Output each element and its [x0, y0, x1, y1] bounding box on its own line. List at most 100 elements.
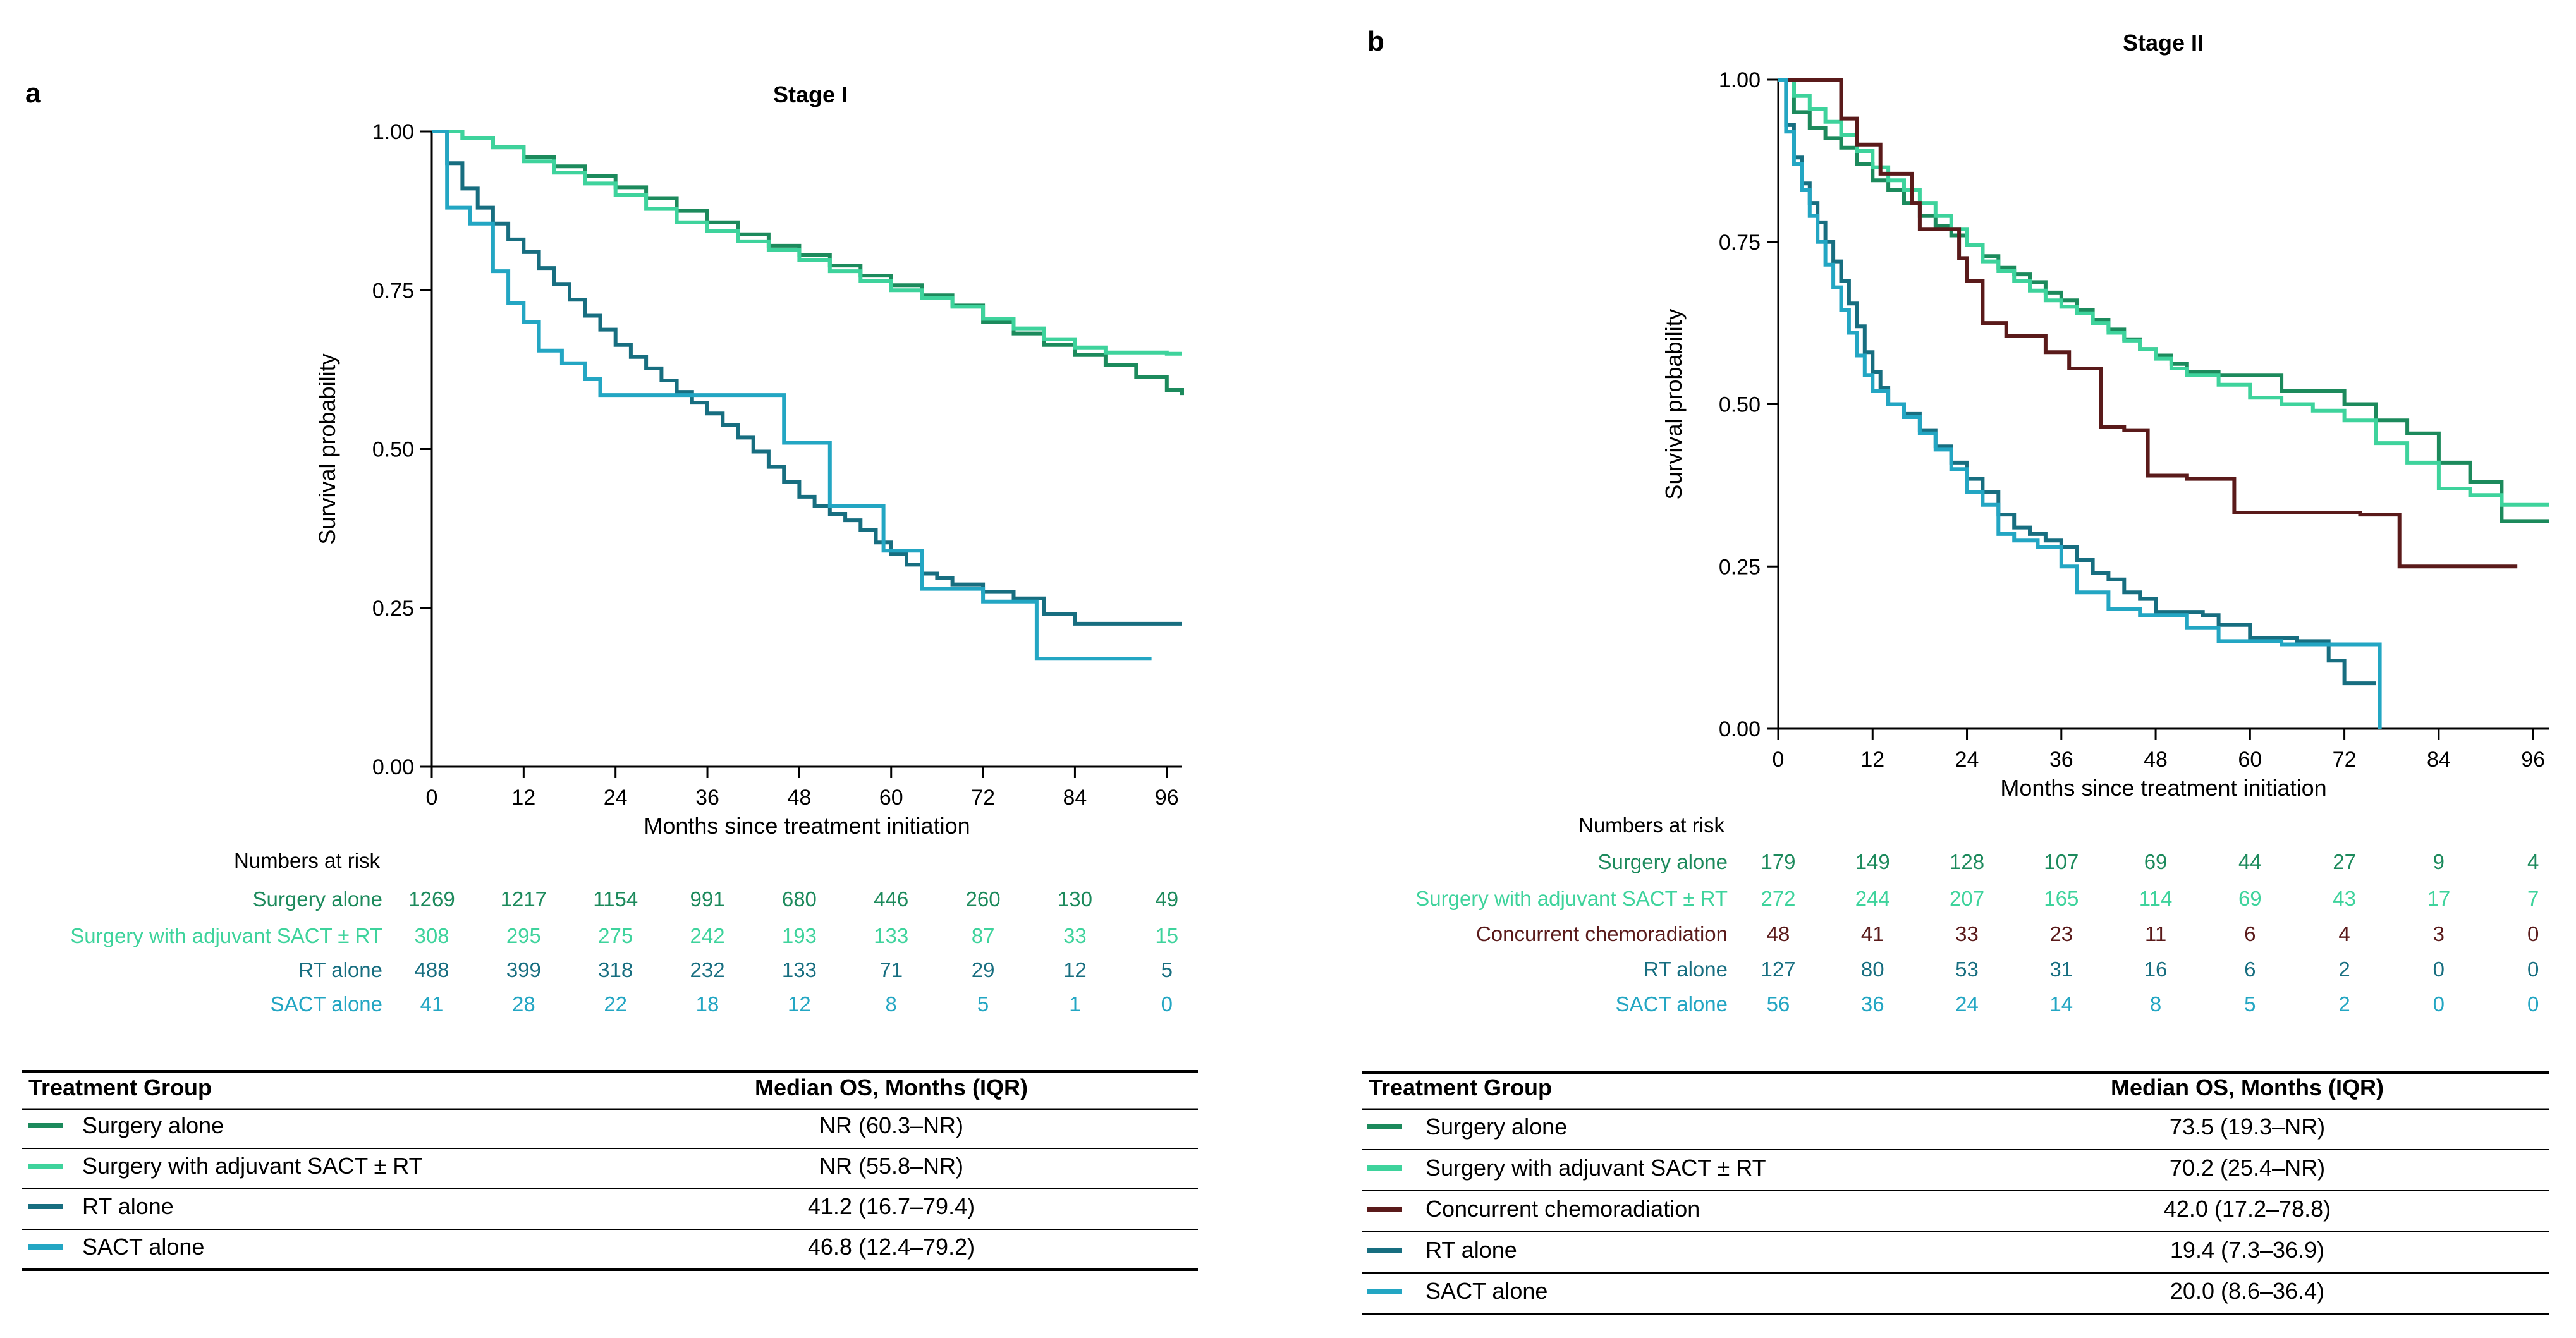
risk-count: 242: [690, 924, 725, 947]
risk-count: 33: [1063, 924, 1087, 947]
y-axis-label: Survival probability: [314, 353, 340, 544]
risk-count: 27: [2333, 850, 2356, 873]
y-tick-label: 0.75: [372, 279, 414, 303]
risk-row-label: Surgery alone: [1598, 850, 1728, 873]
risk-count: 69: [2238, 887, 2262, 910]
risk-count: 69: [2144, 850, 2168, 873]
x-tick-label: 36: [2049, 748, 2073, 772]
panel-a: a Stage I 0.00 0.25 0.50 0.75 1.00 0 12 24 36 48 60 7…: [22, 78, 1198, 1271]
risk-count: 0: [2433, 992, 2445, 1016]
risk-count: 87: [972, 924, 995, 947]
risk-count: 0: [2433, 958, 2445, 981]
x-axis-label: Months since treatment initiation: [644, 813, 970, 839]
risk-count: 0: [2527, 922, 2539, 946]
table-row-median: 73.5 (19.3–NR): [2170, 1114, 2325, 1140]
km-curve-surgery: [432, 130, 1184, 396]
risk-count: 275: [598, 924, 633, 947]
y-tick-label: 1.00: [372, 120, 414, 144]
risk-count: 991: [690, 887, 725, 911]
median-os-table: Treatment Group Median OS, Months (IQR) Su…: [22, 1070, 1198, 1271]
panel-label: b: [1367, 26, 1384, 57]
table-row-label: SACT alone: [82, 1234, 204, 1260]
table-row-label: RT alone: [82, 1193, 174, 1219]
risk-count: 1269: [408, 887, 455, 911]
table-header-group: Treatment Group: [28, 1074, 212, 1100]
risk-count: 260: [966, 887, 1001, 911]
table-row-label: Concurrent chemoradiation: [1425, 1196, 1700, 1222]
risk-row-label: Concurrent chemoradiation: [1476, 922, 1728, 946]
risk-count: 9: [2433, 850, 2445, 873]
risk-count: 0: [2527, 992, 2539, 1016]
x-tick-label: 72: [971, 786, 995, 810]
y-tick-label: 0.00: [372, 755, 414, 779]
x-axis-label: Months since treatment initiation: [2000, 775, 2326, 801]
risk-count: 28: [512, 992, 535, 1016]
risk-count: 488: [414, 958, 449, 982]
risk-count: 41: [1861, 922, 1884, 946]
risk-row-label: SACT alone: [271, 992, 382, 1016]
table-row-median: 46.8 (12.4–79.2): [808, 1234, 975, 1260]
table-row-median: 41.2 (16.7–79.4): [808, 1193, 975, 1219]
km-curve-surgery: [1778, 78, 2549, 523]
risk-count: 14: [2049, 992, 2073, 1016]
risk-count: 2: [2338, 992, 2350, 1016]
risk-count: 6: [2244, 958, 2256, 981]
median-os-table: Treatment Group Median OS, Months (IQR) Su…: [1362, 1071, 2549, 1315]
risk-count: 5: [1161, 958, 1173, 982]
risk-count: 15: [1155, 924, 1178, 947]
risk-count: 207: [1950, 887, 1984, 910]
risk-count: 53: [1955, 958, 1979, 981]
risk-count: 272: [1761, 887, 1795, 910]
km-curve-surgery-adj: [1778, 78, 2549, 507]
risk-row-label: SACT alone: [1616, 992, 1728, 1016]
risk-count: 16: [2144, 958, 2168, 981]
table-row-median: NR (55.8–NR): [819, 1153, 963, 1179]
risk-count: 56: [1767, 992, 1790, 1016]
risk-count: 149: [1855, 850, 1890, 873]
table-row-label: RT alone: [1425, 1237, 1517, 1263]
x-tick-label: 96: [2521, 748, 2545, 772]
risk-count: 4: [2527, 850, 2539, 873]
risk-count: 2: [2338, 958, 2350, 981]
x-tick-label: 0: [1773, 748, 1785, 772]
risk-count: 0: [1161, 992, 1173, 1016]
x-tick-label: 60: [879, 786, 903, 810]
x-tick-label: 48: [2144, 748, 2168, 772]
risk-row-label: Surgery with adjuvant SACT ± RT: [1415, 887, 1728, 910]
risk-table-header: Numbers at risk: [234, 849, 381, 872]
risk-count: 165: [2044, 887, 2079, 910]
x-tick-label: 72: [2333, 748, 2357, 772]
y-axis-label: Survival probability: [1661, 308, 1687, 499]
x-tick-label: 84: [2427, 748, 2451, 772]
risk-count: 8: [886, 992, 897, 1016]
risk-count: 71: [879, 958, 903, 982]
risk-count: 244: [1855, 887, 1890, 910]
risk-count: 1217: [501, 887, 547, 911]
risk-count: 48: [1767, 922, 1790, 946]
y-tick-label: 1.00: [1719, 68, 1761, 92]
risk-count: 12: [1063, 958, 1087, 982]
risk-count: 29: [972, 958, 995, 982]
risk-count: 107: [2044, 850, 2079, 873]
risk-count: 44: [2238, 850, 2262, 873]
risk-count: 4: [2338, 922, 2350, 946]
risk-count: 41: [420, 992, 444, 1016]
table-row-label: SACT alone: [1425, 1278, 1547, 1304]
risk-table-header: Numbers at risk: [1578, 813, 1725, 837]
risk-count: 80: [1861, 958, 1884, 981]
risk-count: 24: [1955, 992, 1979, 1016]
km-curve-sact: [1778, 78, 2382, 729]
risk-count: 8: [2150, 992, 2161, 1016]
table-row-median: NR (60.3–NR): [819, 1112, 963, 1138]
table-header-group: Treatment Group: [1369, 1074, 1552, 1100]
table-row-median: 42.0 (17.2–78.8): [2164, 1196, 2331, 1222]
risk-count: 12: [788, 992, 811, 1016]
x-tick-label: 24: [604, 786, 628, 810]
panel-b: b Stage II0.000.250.500.751.000 12 24 36 48 60…: [1362, 26, 2549, 1315]
risk-row-label: RT alone: [298, 958, 382, 982]
x-tick-label: 12: [511, 786, 535, 810]
table-row-label: Surgery alone: [82, 1112, 224, 1138]
risk-count: 114: [2139, 887, 2173, 910]
x-tick-label: 60: [2238, 748, 2262, 772]
km-curve-chemorad: [1778, 78, 2518, 569]
